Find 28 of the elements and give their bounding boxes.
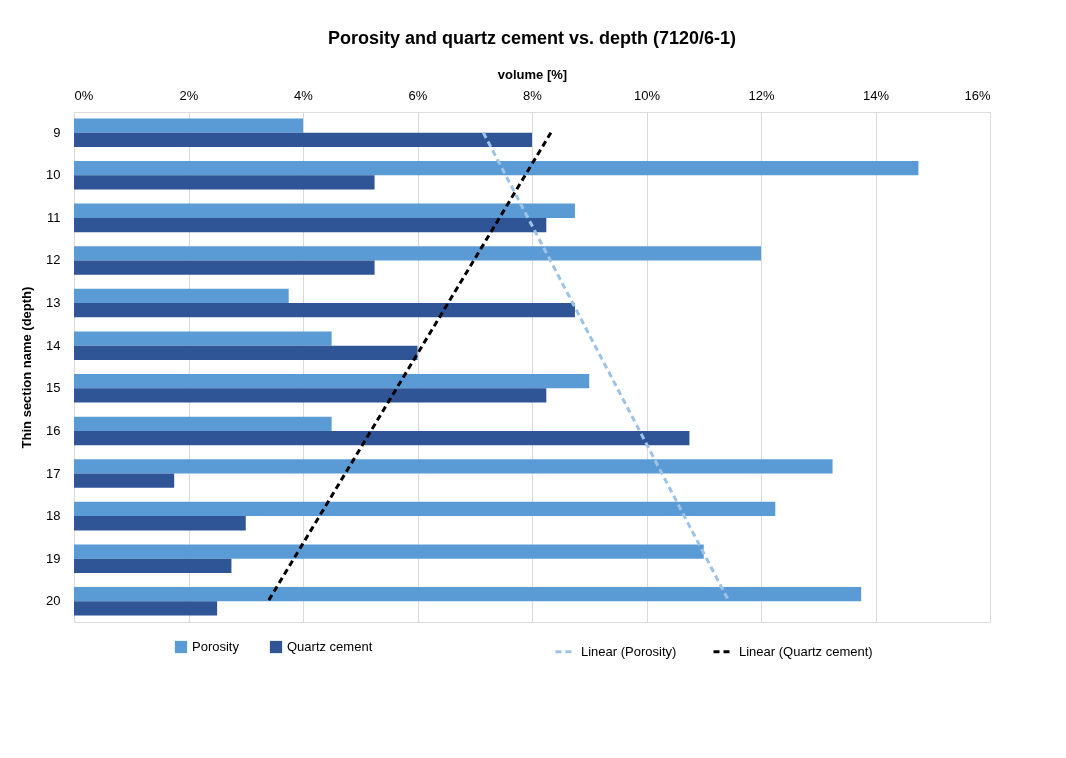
x-axis-title: volume [%]	[497, 66, 568, 82]
legend-label: Linear (Quartz cement)	[739, 643, 873, 659]
chart-title: Porosity and quartz cement vs. depth (7120/6-1)	[327, 28, 737, 48]
x-tick-label: 14%	[862, 87, 890, 103]
x-tick-label: 10%	[633, 87, 661, 103]
y-tick-label: 12	[46, 252, 61, 268]
y-tick-label: 9	[53, 124, 61, 140]
y-tick-label: 20	[46, 593, 61, 609]
x-tick-label: 0%	[74, 87, 94, 103]
legend-label: Quartz cement	[287, 639, 373, 654]
y-tick-label: 10	[46, 167, 61, 183]
y-tick-label: 15	[46, 380, 61, 396]
x-tick-label: 6%	[408, 87, 428, 103]
y-tick-label: 13	[46, 295, 61, 311]
y-tick-label: 11	[47, 209, 61, 225]
x-tick-label: 4%	[294, 87, 314, 103]
y-tick-label: 14	[46, 337, 61, 353]
x-tick-label: 12%	[748, 87, 775, 103]
y-tick-label: 16	[46, 422, 61, 438]
y-tick-label: 17	[46, 465, 61, 481]
x-tick-label: 2%	[179, 87, 199, 103]
x-tick-label: 16%	[964, 87, 991, 103]
legend-label: Porosity	[192, 639, 240, 654]
y-tick-label: 19	[46, 550, 61, 566]
y-tick-label: 18	[46, 508, 61, 524]
x-tick-label: 8%	[523, 87, 543, 103]
y-axis-title: Thin section name (depth)	[19, 286, 35, 449]
legend-label: Linear (Porosity)	[581, 643, 677, 659]
